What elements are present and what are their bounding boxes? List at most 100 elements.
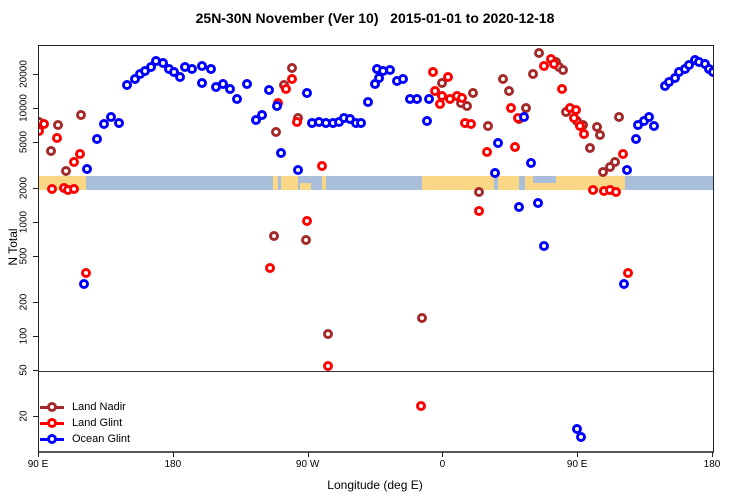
data-point-land-nadir (416, 312, 427, 323)
legend: Land Nadir Land Glint Ocean Glint (40, 399, 130, 447)
data-point-ocean-glint (263, 84, 274, 95)
data-point-ocean-glint (225, 84, 236, 95)
data-point-ocean-glint (490, 167, 501, 178)
data-point-land-nadir (286, 63, 297, 73)
data-point-land-nadir (468, 88, 479, 99)
data-point-land-nadir (610, 156, 621, 167)
data-point-land-glint (75, 148, 86, 159)
x-axis-tick-label: 180 (703, 459, 721, 470)
data-point-ocean-glint (187, 63, 198, 74)
x-axis-tick-label: 90 E (27, 459, 49, 470)
x-axis-tick-label: 90 W (295, 459, 320, 470)
map-band-land (421, 176, 495, 190)
data-point-ocean-glint (175, 71, 186, 82)
data-point-land-nadir (462, 101, 473, 112)
data-point-land-glint (466, 119, 477, 130)
data-point-ocean-glint (576, 431, 587, 442)
data-point-land-nadir (46, 145, 57, 156)
data-point-ocean-glint (157, 57, 168, 68)
data-point-ocean-glint (411, 93, 422, 104)
data-point-land-nadir (527, 68, 538, 79)
data-point-land-nadir (76, 110, 87, 121)
y-axis-tick-label: 50 (18, 364, 30, 376)
legend-item-ocean-glint: Ocean Glint (40, 431, 130, 447)
data-point-ocean-glint (538, 240, 549, 251)
y-axis-tick-label: 100 (18, 327, 30, 345)
data-point-ocean-glint (232, 93, 243, 104)
data-point-land-glint (280, 84, 291, 95)
data-point-ocean-glint (301, 88, 312, 99)
data-point-ocean-glint (121, 79, 132, 90)
data-point-ocean-glint (532, 197, 543, 208)
map-band-ocean-inlet (532, 176, 556, 183)
legend-label: Ocean Glint (72, 433, 131, 445)
data-point-ocean-glint (92, 134, 103, 144)
data-point-land-glint (623, 268, 634, 279)
chart-title: 25N-30N November (Ver 10) 2015-01-01 to … (195, 10, 555, 26)
y-axis-tick-label: 10000 (18, 94, 30, 122)
data-point-ocean-glint (197, 78, 208, 89)
y-axis-title: N Total (6, 228, 20, 266)
data-point-land-nadir (474, 187, 485, 197)
data-point-ocean-glint (250, 114, 261, 125)
data-point-ocean-glint (105, 111, 116, 122)
data-point-ocean-glint (129, 73, 140, 84)
y-axis-tick-label: 1000 (18, 210, 30, 234)
data-point-land-glint (39, 119, 50, 130)
map-band-land-inlet (300, 183, 311, 190)
y-axis-tick-label: 2000 (18, 176, 30, 199)
data-point-ocean-glint (113, 118, 124, 129)
data-point-land-nadir (585, 142, 596, 153)
y-axis-tick-label: 20 (18, 410, 30, 422)
data-point-land-glint (415, 401, 426, 412)
map-band-land (498, 176, 520, 190)
reference-line-50 (39, 371, 713, 373)
data-point-land-glint (510, 141, 521, 152)
y-axis-tick-label: 200 (18, 293, 30, 311)
data-point-land-glint (482, 147, 493, 158)
data-point-land-glint (611, 187, 622, 197)
data-point-land-glint (52, 132, 63, 143)
data-point-land-glint (47, 183, 58, 194)
legend-symbol (40, 434, 64, 444)
data-point-land-nadir (437, 78, 448, 89)
plot-area (38, 45, 714, 453)
data-point-ocean-glint (292, 164, 303, 175)
data-point-ocean-glint (619, 278, 630, 289)
data-point-ocean-glint (518, 111, 529, 122)
data-point-ocean-glint (384, 65, 395, 75)
map-band-ocean-inlet (277, 176, 281, 190)
data-point-ocean-glint (631, 134, 642, 144)
legend-circle (47, 418, 57, 428)
data-point-land-nadir (598, 167, 609, 178)
legend-label: Land Nadir (72, 401, 126, 413)
data-point-land-glint (443, 71, 454, 82)
data-point-land-nadir (323, 329, 334, 340)
data-point-land-nadir (614, 111, 625, 122)
data-point-land-glint (291, 117, 302, 127)
data-point-ocean-glint (82, 163, 93, 174)
data-point-land-glint (579, 128, 590, 139)
data-point-ocean-glint (275, 148, 286, 159)
map-band-land (322, 176, 326, 190)
data-point-ocean-glint (708, 66, 713, 77)
data-point-ocean-glint (241, 79, 252, 90)
data-point-land-glint (474, 206, 485, 216)
data-point-ocean-glint (356, 118, 367, 129)
legend-circle (47, 434, 57, 444)
data-point-land-nadir (61, 165, 72, 176)
data-point-land-glint (618, 148, 629, 159)
data-point-land-nadir (268, 230, 279, 241)
legend-item-land-nadir: Land Nadir (40, 399, 130, 415)
data-point-ocean-glint (683, 60, 694, 70)
data-point-land-glint (69, 156, 80, 167)
data-point-ocean-glint (493, 138, 504, 149)
x-axis-title: Longitude (deg E) (327, 478, 423, 492)
data-point-ocean-glint (513, 201, 524, 212)
data-point-ocean-glint (256, 110, 267, 121)
data-point-land-glint (286, 73, 297, 84)
data-point-land-glint (588, 184, 599, 195)
y-axis-tick-label: 500 (18, 247, 30, 265)
data-point-land-nadir (557, 65, 568, 75)
